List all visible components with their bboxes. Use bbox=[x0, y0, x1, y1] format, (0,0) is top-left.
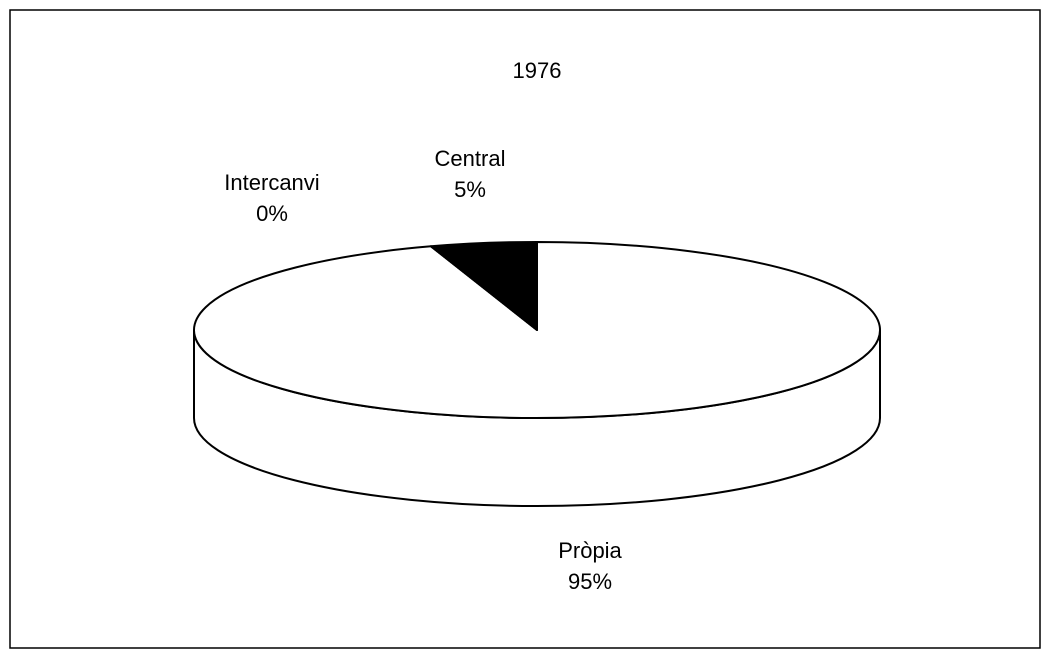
chart-title: 1976 bbox=[513, 58, 562, 83]
slice-value-label: 95% bbox=[568, 569, 612, 594]
slice-value-label: 0% bbox=[256, 201, 288, 226]
pie-slice bbox=[430, 241, 538, 331]
slice-value-label: 5% bbox=[454, 177, 486, 202]
slice-label: Central bbox=[435, 146, 506, 171]
slice-label: Intercanvi bbox=[224, 170, 319, 195]
slice-label: Pròpia bbox=[558, 538, 622, 563]
